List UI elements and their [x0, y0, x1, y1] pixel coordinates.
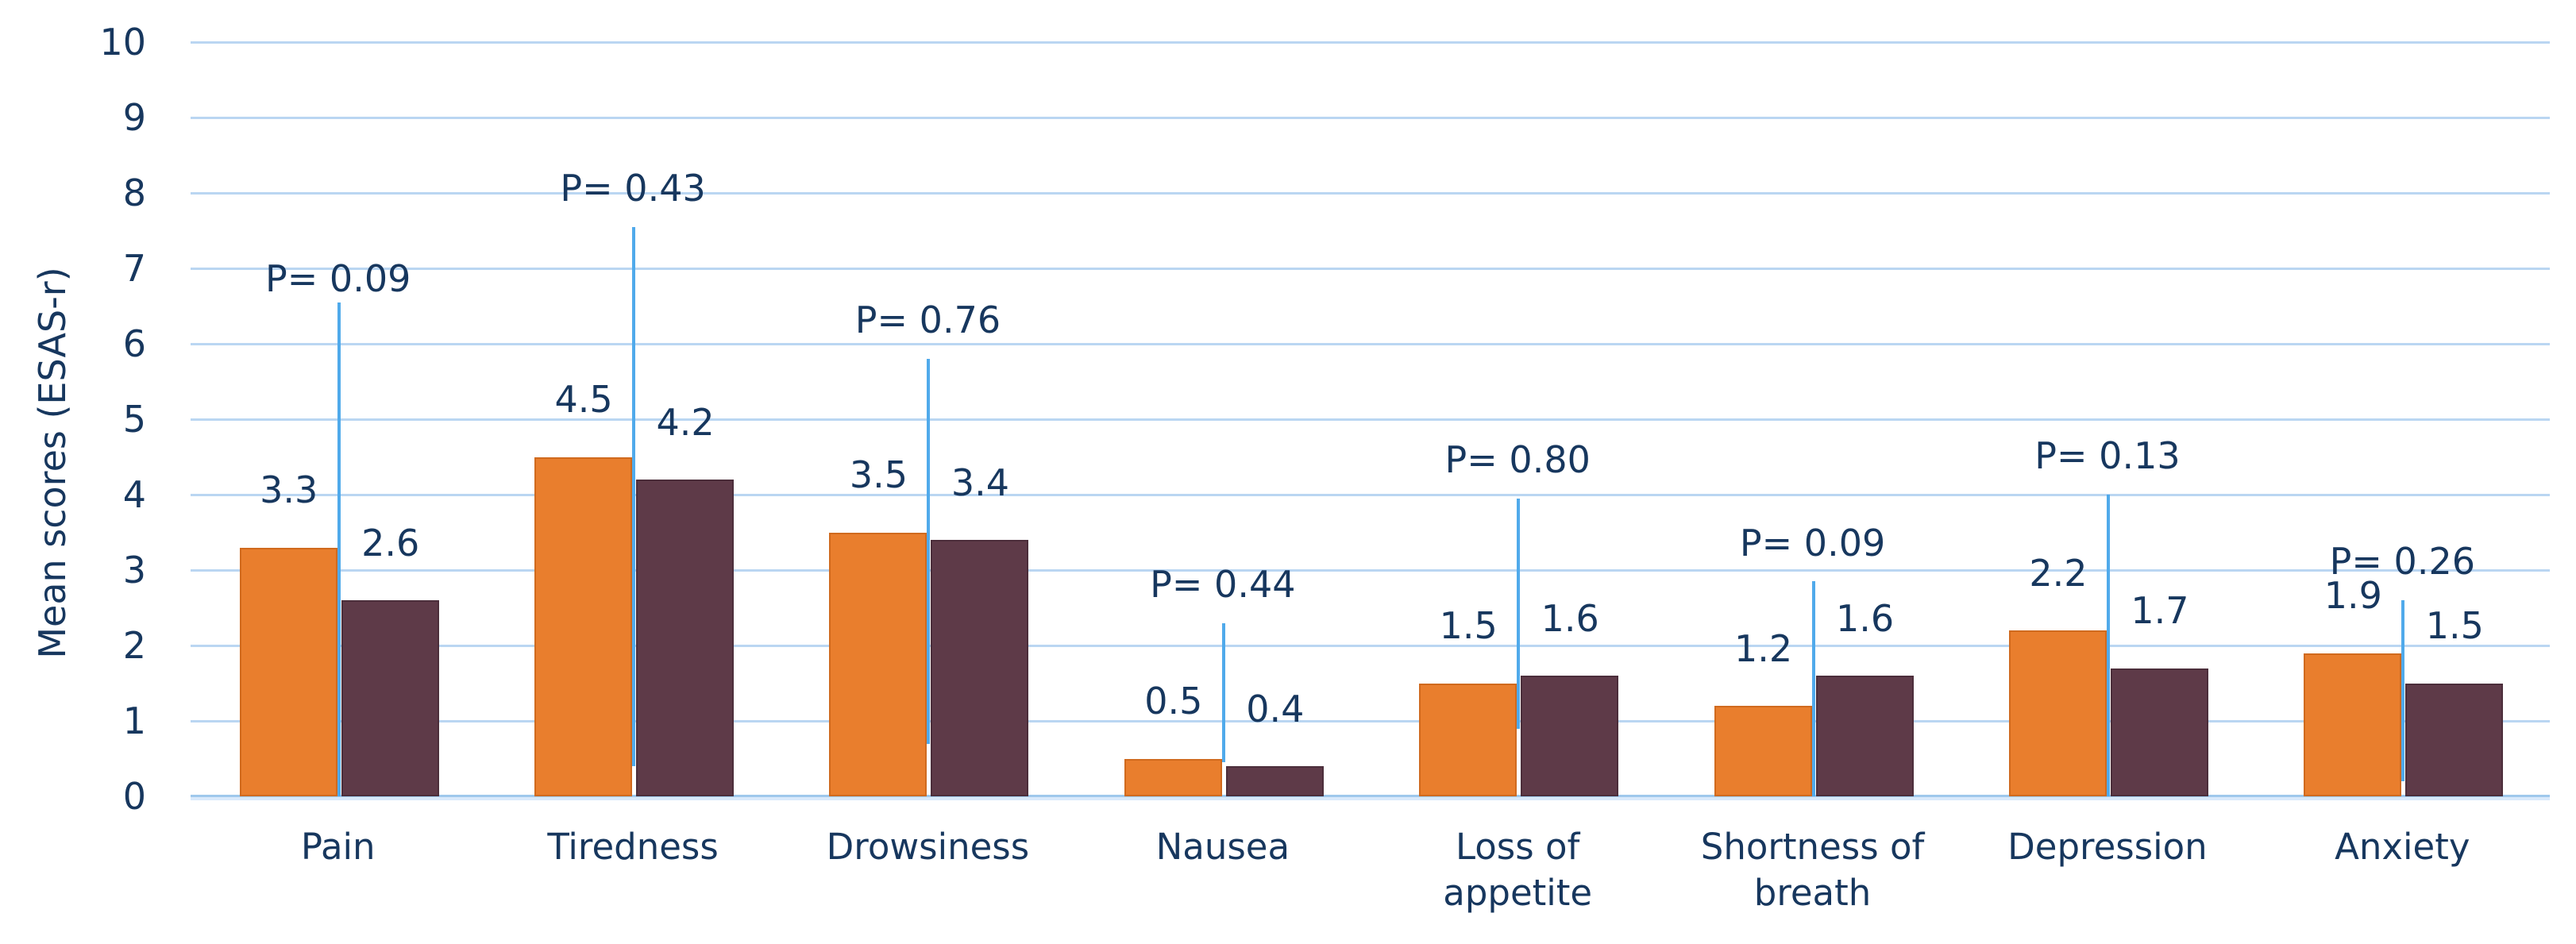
- bar-pain-series1: [239, 547, 337, 796]
- value-label-series1: 0.5: [1144, 680, 1203, 722]
- y-tick-label-0: 0: [122, 775, 146, 818]
- value-label-series2: 1.6: [1835, 596, 1895, 640]
- category-label-5: Loss of appetite: [1443, 826, 1593, 914]
- gridline-y-4: [191, 494, 2550, 496]
- y-tick-label-10: 10: [99, 21, 146, 64]
- value-label-series1: 3.3: [260, 468, 318, 511]
- p-value-label: P= 0.26: [2329, 540, 2475, 584]
- p-value-drop-line: [632, 226, 636, 766]
- p-value-drop-line: [1221, 622, 1225, 763]
- bar-loss-of-appetite-series2: [1521, 676, 1619, 796]
- category-label-3: Drowsiness: [826, 826, 1030, 868]
- bar-depression-series2: [2110, 668, 2208, 796]
- p-value-drop-line: [337, 302, 341, 796]
- category-label-2: Tiredness: [547, 826, 719, 868]
- bar-drowsiness-series1: [829, 532, 927, 796]
- gridline-y-8: [191, 192, 2550, 195]
- category-label-6: Shortness of breath: [1700, 826, 1925, 914]
- y-tick-label-9: 9: [122, 96, 146, 139]
- y-tick-label-4: 4: [122, 473, 146, 516]
- y-tick-label-1: 1: [122, 699, 146, 742]
- y-tick-label-3: 3: [122, 549, 146, 591]
- gridline-y-10: [191, 41, 2550, 44]
- bar-tiredness-series2: [636, 480, 735, 796]
- bar-anxiety-series1: [2304, 653, 2402, 796]
- value-label-series1: 4.5: [554, 378, 613, 421]
- value-label-series2: 1.6: [1541, 596, 1599, 640]
- bar-anxiety-series2: [2405, 683, 2504, 796]
- y-tick-label-2: 2: [122, 624, 146, 667]
- bar-nausea-series2: [1225, 766, 1324, 796]
- value-label-series2: 4.2: [656, 400, 715, 444]
- value-label-series2: 1.5: [2425, 604, 2484, 647]
- gridline-y-6: [191, 343, 2550, 345]
- category-label-1: Pain: [300, 826, 376, 868]
- gridline-y-7: [191, 268, 2550, 270]
- bar-tiredness-series1: [534, 457, 633, 796]
- y-tick-label-6: 6: [122, 322, 146, 365]
- p-value-drop-line: [1811, 581, 1815, 796]
- p-value-label: P= 0.44: [1150, 562, 1296, 606]
- x-axis-baseline: [191, 795, 2550, 797]
- p-value-drop-line: [1517, 498, 1521, 729]
- value-label-series2: 1.7: [2131, 589, 2189, 632]
- bar-shortness-of-breath-series1: [1714, 706, 1812, 796]
- y-tick-label-7: 7: [122, 247, 146, 290]
- x-axis-baseline-glow: [191, 797, 2550, 800]
- p-value-label: P= 0.09: [265, 257, 411, 300]
- gridline-y-2: [191, 645, 2550, 647]
- value-label-series2: 2.6: [361, 521, 420, 564]
- gridline-y-3: [191, 569, 2550, 572]
- gridline-y-5: [191, 418, 2550, 421]
- p-value-label: P= 0.80: [1444, 438, 1591, 481]
- gridline-y-9: [191, 117, 2550, 119]
- p-value-label: P= 0.76: [854, 299, 1001, 342]
- category-label-7: Depression: [2007, 826, 2208, 868]
- category-label-8: Anxiety: [2335, 826, 2470, 868]
- bar-nausea-series1: [1124, 758, 1222, 796]
- value-label-series1: 3.5: [849, 453, 908, 496]
- value-label-series1: 2.2: [2029, 551, 2088, 595]
- p-value-label: P= 0.43: [560, 167, 706, 210]
- bar-shortness-of-breath-series2: [1815, 676, 1914, 796]
- p-value-label: P= 0.09: [1739, 521, 1886, 564]
- p-value-label: P= 0.13: [2034, 434, 2181, 478]
- value-label-series2: 0.4: [1246, 687, 1305, 730]
- bar-depression-series1: [2008, 630, 2107, 796]
- plot-area: 3.3 2.6 P= 0.09 4.5 4.2 P= 0.43 3.5 3.4 P= 0.76 0…: [191, 41, 2550, 800]
- p-value-drop-line: [2401, 600, 2405, 781]
- y-tick-label-8: 8: [122, 171, 146, 214]
- category-label-4: Nausea: [1155, 826, 1290, 868]
- value-label-series1: 1.2: [1733, 626, 1793, 670]
- bar-pain-series2: [341, 600, 439, 796]
- value-label-series1: 1.9: [2323, 574, 2382, 617]
- y-tick-label-5: 5: [122, 398, 146, 441]
- bar-loss-of-appetite-series1: [1419, 683, 1517, 796]
- bar-drowsiness-series2: [931, 540, 1029, 796]
- value-label-series1: 1.5: [1439, 604, 1498, 647]
- p-value-drop-line: [927, 359, 931, 744]
- value-label-series2: 3.4: [951, 460, 1010, 504]
- gridline-y-1: [191, 720, 2550, 722]
- p-value-drop-line: [2106, 495, 2110, 796]
